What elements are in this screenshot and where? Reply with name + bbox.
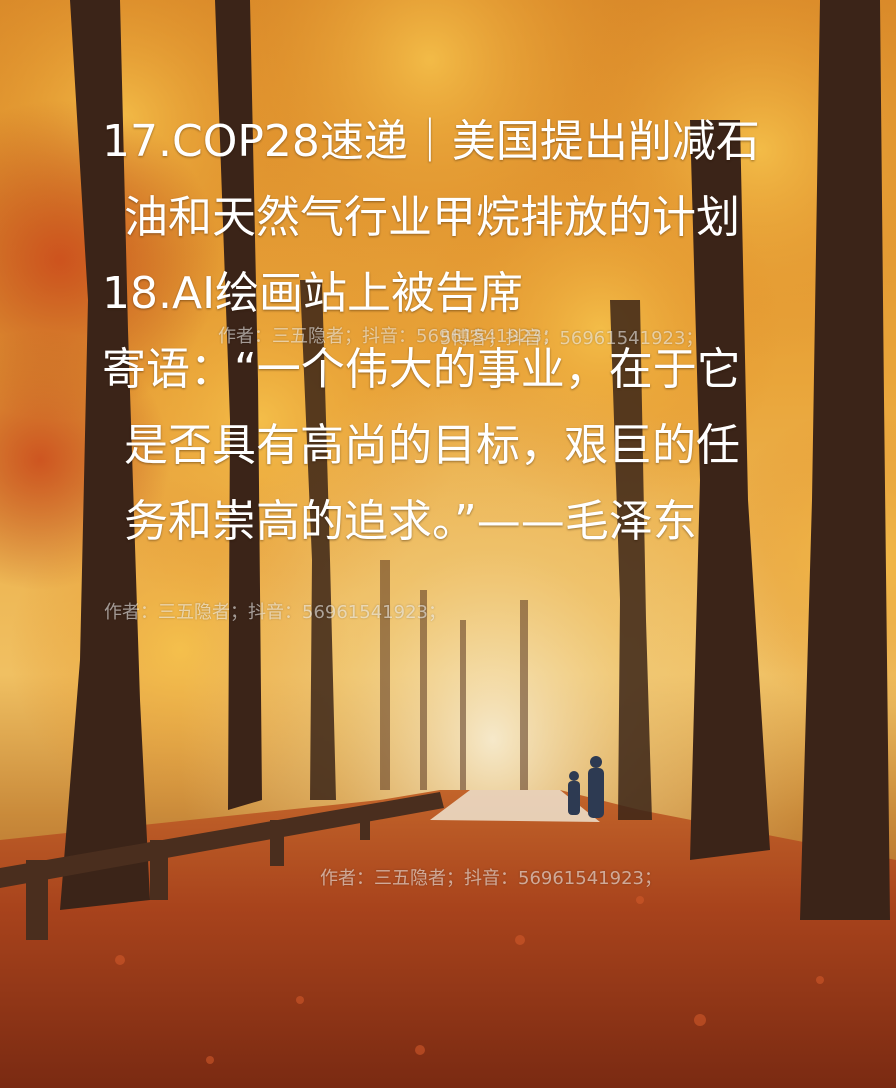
watermark-text: 作者：三五隐者；抖音：56961541923； (218, 326, 560, 347)
quote-message: 寄语：“一个伟大的事业，在于它是否具有高尚的目标，艰巨的任务和崇高的追求。”——… (102, 344, 741, 547)
watermark-text: 作者：三五隐者；抖音：56961541923； (104, 602, 446, 623)
watermark-text: 5博客；抖音：56961541923； (440, 328, 704, 349)
headline-item-18: 18.AI绘画站上被告席 (102, 268, 524, 319)
article-text: 17.COP28速递｜美国提出削减石油和天然气行业甲烷排放的计划 18.AI绘画… (102, 104, 762, 560)
headline-item-17: 17.COP28速递｜美国提出削减石油和天然气行业甲烷排放的计划 (102, 116, 760, 243)
watermark-text: 作者：三五隐者；抖音：56961541923； (320, 868, 662, 889)
